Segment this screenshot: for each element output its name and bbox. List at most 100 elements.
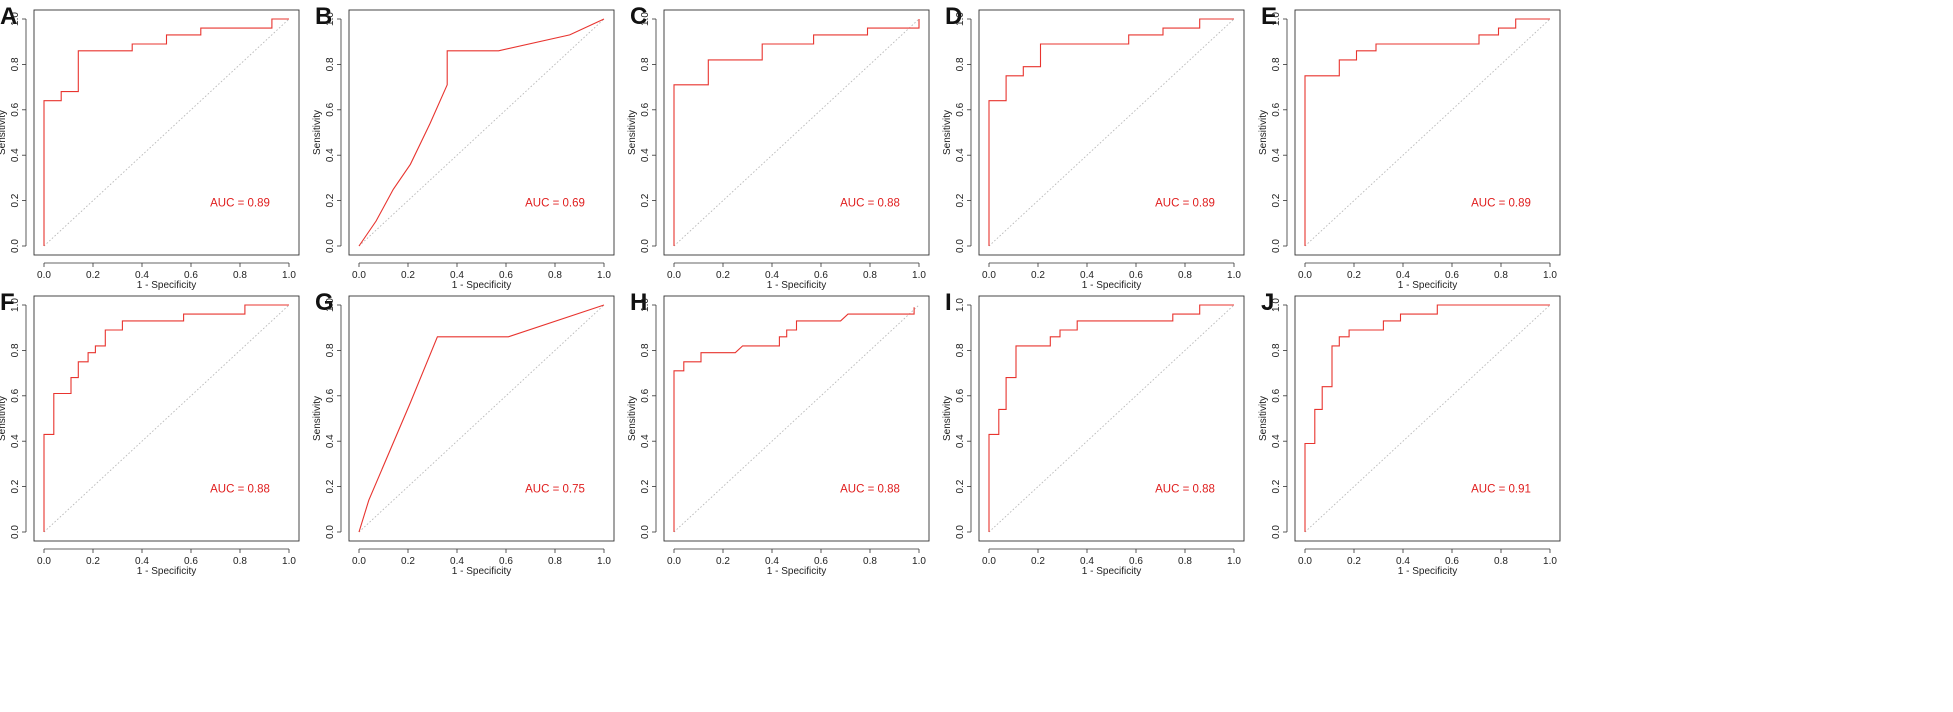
- x-tick-label: 0.2: [1347, 556, 1361, 567]
- y-tick-label: 1.0: [1271, 12, 1282, 26]
- x-tick-label: 0.8: [863, 556, 877, 567]
- x-axis-title: 1 - Specificity: [1082, 280, 1141, 291]
- roc-curve: [43, 18, 289, 246]
- panel-letter: H: [630, 289, 647, 316]
- x-tick-label: 0.4: [765, 270, 779, 281]
- auc-label: AUC = 0.88: [1155, 483, 1215, 495]
- auc-label: AUC = 0.69: [525, 197, 585, 209]
- panel-letter: I: [945, 289, 952, 316]
- y-tick-label: 0.2: [325, 479, 336, 493]
- x-tick-label: 0.2: [86, 270, 100, 281]
- y-tick-label: 0.8: [955, 57, 966, 71]
- x-tick-label: 0.8: [1494, 270, 1508, 281]
- y-tick-label: 0.8: [10, 57, 21, 71]
- auc-label: AUC = 0.88: [840, 197, 900, 209]
- y-tick-label: 0.6: [325, 388, 336, 402]
- roc-panel-c: C 0.0 0.2 0.4 0.6 0.8 1.0 1 - Specificity 0.0 0.2…: [627, 3, 930, 291]
- x-tick-label: 0.8: [1494, 556, 1508, 567]
- x-tick-label: 0.2: [401, 270, 415, 281]
- plot-frame: [348, 9, 615, 256]
- y-tick-label: 0.6: [955, 102, 966, 116]
- y-tick-label: 0.0: [10, 239, 21, 253]
- y-tick-label: 0.2: [955, 193, 966, 207]
- y-tick-label: 1.0: [955, 12, 966, 26]
- y-tick-label: 0.0: [955, 239, 966, 253]
- plot-frame: [1294, 295, 1561, 542]
- x-tick-label: 0.4: [1080, 556, 1094, 567]
- y-tick-label: 0.2: [10, 193, 21, 207]
- x-tick-label: 1.0: [912, 556, 926, 567]
- x-tick-label: 0.4: [450, 270, 464, 281]
- roc-curve: [358, 18, 605, 247]
- plot-frame: [1294, 9, 1561, 256]
- roc-panel-g: G 0.0 0.2 0.4 0.6 0.8 1.0 1 - Specificity 0.0 0.2…: [312, 289, 615, 577]
- roc-panel-d: D 0.0 0.2 0.4 0.6 0.8 1.0 1 - Specificity 0.0 0.2…: [942, 3, 1245, 291]
- y-tick-label: 0.8: [1271, 343, 1282, 357]
- diagonal-reference-line: [43, 304, 290, 533]
- x-tick-label: 0.6: [1129, 556, 1143, 567]
- roc-curve: [1304, 18, 1550, 246]
- roc-panel-f: F 0.0 0.2 0.4 0.6 0.8 1.0 1 - Specificity 0.0 0.2…: [0, 289, 300, 577]
- x-axis-title: 1 - Specificity: [767, 566, 826, 577]
- y-tick-label: 0.0: [325, 525, 336, 539]
- x-tick-label: 0.0: [982, 556, 996, 567]
- y-tick-label: 0.4: [325, 148, 336, 162]
- x-tick-label: 1.0: [912, 270, 926, 281]
- x-tick-label: 1.0: [1227, 556, 1241, 567]
- x-axis-title: 1 - Specificity: [137, 566, 196, 577]
- y-tick-label: 1.0: [640, 298, 651, 312]
- y-tick-label: 0.8: [325, 343, 336, 357]
- x-axis-title: 1 - Specificity: [1398, 566, 1457, 577]
- y-axis-title: Sensitivity: [627, 396, 638, 441]
- y-tick-label: 0.6: [955, 388, 966, 402]
- panel-letter: E: [1261, 3, 1277, 30]
- x-tick-label: 0.8: [548, 556, 562, 567]
- x-tick-label: 0.6: [1129, 270, 1143, 281]
- x-tick-label: 1.0: [1543, 556, 1557, 567]
- y-tick-label: 0.8: [640, 343, 651, 357]
- x-tick-label: 0.4: [1080, 270, 1094, 281]
- y-tick-label: 0.2: [10, 479, 21, 493]
- plot-frame: [978, 295, 1245, 542]
- x-tick-label: 0.0: [982, 270, 996, 281]
- y-axis-title: Sensitivity: [312, 396, 323, 441]
- x-tick-label: 0.6: [814, 270, 828, 281]
- x-tick-label: 1.0: [1227, 270, 1241, 281]
- y-axis-title: Sensitivity: [942, 396, 953, 441]
- y-tick-label: 0.8: [640, 57, 651, 71]
- roc-panel-a: A 0.0 0.2 0.4 0.6 0.8 1.0 1 - Specificity 0.0 0.2…: [0, 3, 300, 291]
- y-tick-label: 0.0: [640, 525, 651, 539]
- y-tick-label: 0.2: [955, 479, 966, 493]
- y-tick-label: 0.6: [325, 102, 336, 116]
- diagonal-reference-line: [1304, 304, 1551, 533]
- x-tick-label: 0.2: [401, 556, 415, 567]
- x-tick-label: 0.4: [450, 556, 464, 567]
- plot-frame: [978, 9, 1245, 256]
- y-tick-label: 0.0: [640, 239, 651, 253]
- y-axis-title: Sensitivity: [942, 110, 953, 155]
- x-tick-label: 0.6: [1445, 556, 1459, 567]
- y-tick-label: 0.6: [640, 388, 651, 402]
- auc-label: AUC = 0.88: [210, 483, 270, 495]
- x-tick-label: 0.2: [1031, 556, 1045, 567]
- plot-frame: [348, 295, 615, 542]
- y-tick-label: 1.0: [325, 12, 336, 26]
- y-tick-label: 0.0: [325, 239, 336, 253]
- roc-curve: [673, 19, 920, 246]
- auc-label: AUC = 0.89: [1155, 197, 1215, 209]
- y-tick-label: 0.6: [10, 102, 21, 116]
- roc-panel-b: B 0.0 0.2 0.4 0.6 0.8 1.0 1 - Specificity 0.0 0.2…: [312, 3, 615, 291]
- x-axis-title: 1 - Specificity: [452, 280, 511, 291]
- roc-curve: [1304, 304, 1550, 532]
- y-axis-title: Sensitivity: [1258, 396, 1269, 441]
- x-tick-label: 0.0: [1298, 556, 1312, 567]
- y-tick-label: 0.4: [325, 434, 336, 448]
- x-tick-label: 0.8: [233, 270, 247, 281]
- roc-curve: [358, 304, 605, 533]
- x-tick-label: 0.0: [667, 270, 681, 281]
- x-tick-label: 0.6: [1445, 270, 1459, 281]
- x-tick-label: 0.4: [1396, 556, 1410, 567]
- x-tick-label: 0.6: [184, 270, 198, 281]
- y-tick-label: 0.2: [640, 479, 651, 493]
